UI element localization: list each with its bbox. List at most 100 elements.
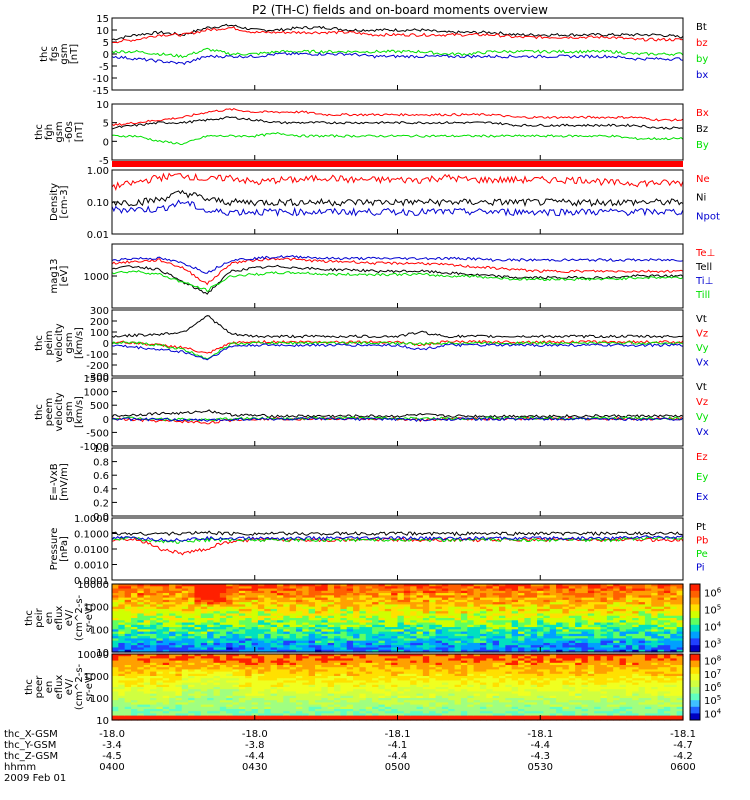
heat-cell	[530, 682, 538, 686]
heat-cell	[467, 649, 475, 653]
heat-cell	[556, 615, 564, 619]
heat-cell	[467, 633, 475, 637]
heat-cell	[353, 689, 361, 692]
heat-cell	[150, 590, 158, 594]
heat-cell	[150, 629, 158, 633]
heat-cell	[448, 588, 456, 592]
heat-cell	[264, 669, 272, 673]
heat-cell	[416, 640, 424, 644]
heat-cell	[511, 658, 519, 662]
heat-cell	[359, 673, 367, 677]
heat-cell	[479, 654, 487, 657]
heat-cell	[391, 687, 399, 690]
heat-cell	[308, 665, 316, 668]
heat-cell	[562, 627, 570, 630]
heat-cell	[156, 597, 164, 601]
heat-cell	[346, 667, 354, 670]
heat-cell	[194, 698, 202, 701]
heat-cell	[479, 642, 487, 646]
heat-cell	[676, 627, 684, 630]
heat-cell	[219, 706, 227, 710]
heat-cell	[245, 636, 253, 639]
heat-cell	[397, 640, 405, 644]
heat-cell	[384, 673, 392, 677]
heat-cell	[327, 682, 335, 686]
heat-cell	[251, 599, 259, 603]
heat-cell	[200, 647, 208, 651]
heat-cell	[213, 597, 221, 601]
heat-cell	[175, 602, 183, 605]
heat-cell	[422, 647, 430, 651]
heat-cell	[391, 624, 399, 628]
heat-cell	[302, 700, 310, 703]
heat-cell	[169, 613, 177, 617]
heat-cell	[448, 633, 456, 637]
heat-cell	[150, 584, 158, 587]
heat-cell	[131, 636, 138, 639]
heat-cell	[213, 638, 221, 642]
heat-cell	[460, 602, 468, 605]
heat-cell	[372, 642, 380, 646]
heat-cell	[600, 595, 608, 599]
heat-cell	[302, 717, 310, 721]
heat-cell	[435, 627, 443, 630]
heat-cell	[537, 629, 545, 633]
colorbar-cell	[690, 618, 700, 626]
heat-cell	[194, 711, 202, 714]
heat-cell	[334, 647, 341, 651]
heat-cell	[524, 662, 532, 666]
heat-cell	[556, 620, 564, 624]
heat-cell	[663, 618, 671, 621]
heat-cell	[505, 660, 513, 664]
heat-cell	[378, 695, 386, 699]
heat-cell	[499, 682, 506, 686]
legend-efield-Ex: Ex	[696, 492, 708, 503]
heat-cell	[334, 599, 341, 603]
heat-cell	[524, 658, 532, 662]
heat-cell	[270, 647, 278, 651]
heat-cell	[308, 667, 316, 670]
heat-cell	[283, 715, 291, 719]
heat-cell	[251, 695, 259, 699]
heat-cell	[524, 680, 532, 684]
heat-cell	[422, 604, 430, 608]
heat-cell	[416, 665, 424, 668]
heat-cell	[226, 665, 234, 668]
heat-cell	[460, 691, 468, 695]
heat-cell	[575, 624, 583, 628]
heat-cell	[308, 709, 316, 712]
heat-cell	[613, 590, 621, 594]
heat-cell	[353, 627, 361, 630]
heat-cell	[232, 636, 240, 639]
heat-cell	[238, 691, 246, 695]
heat-cell	[226, 615, 234, 619]
heat-cell	[372, 629, 380, 633]
heat-cell	[340, 647, 348, 651]
heat-cell	[353, 700, 361, 703]
heat-cell	[619, 618, 627, 621]
heat-cell	[257, 671, 265, 675]
heat-cell	[663, 588, 671, 592]
heat-cell	[359, 590, 367, 594]
heat-cell	[353, 640, 361, 644]
heat-cell	[537, 682, 545, 686]
heat-cell	[543, 602, 551, 605]
heat-cell	[308, 654, 316, 657]
heat-cell	[492, 702, 500, 706]
heat-cell	[524, 618, 532, 621]
heat-cell	[511, 695, 519, 699]
heat-cell	[499, 604, 506, 608]
heat-cell	[391, 684, 399, 688]
heat-cell	[251, 687, 259, 690]
heat-cell	[346, 709, 354, 712]
heat-cell	[422, 622, 430, 626]
heat-cell	[226, 606, 234, 610]
heat-cell	[416, 715, 424, 719]
heat-cell	[416, 588, 424, 592]
heat-cell	[194, 693, 202, 697]
heat-cell	[232, 613, 240, 617]
heat-cell	[295, 713, 303, 717]
heat-cell	[207, 622, 215, 626]
legend-temp-Te⊥: Te⊥	[695, 248, 715, 259]
heat-cell	[479, 702, 487, 706]
